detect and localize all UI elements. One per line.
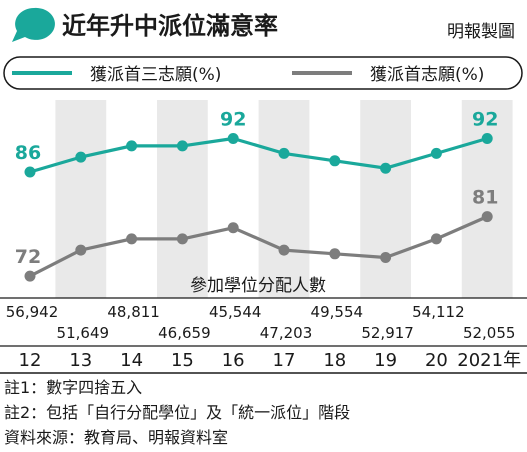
table-value: 48,811 (107, 303, 160, 321)
legend-label: 獲派首志願(%) (370, 65, 484, 85)
data-label: 81 (472, 187, 498, 209)
chart-title: 近年升中派位滿意率 (62, 12, 278, 40)
column-bands (55, 100, 513, 298)
data-label: 92 (472, 108, 498, 130)
data-point (176, 233, 188, 245)
data-point (380, 252, 392, 264)
legend-label: 獲派首三志願(%) (90, 65, 221, 85)
column-band (258, 100, 310, 298)
table-title: 參加學位分配人數 (190, 276, 326, 296)
data-point (278, 147, 290, 159)
x-tick-label: 15 (171, 350, 194, 371)
data-point (329, 248, 341, 260)
column-band (55, 100, 107, 298)
data-labels: 86 92 92 72 81 (15, 108, 499, 268)
series-line (29, 215, 488, 278)
data-point (227, 222, 239, 234)
table-value: 47,203 (260, 324, 313, 342)
table-value: 52,917 (361, 324, 414, 342)
table-value: 54,112 (412, 303, 465, 321)
table-value: 56,942 (6, 303, 59, 321)
table-value: 51,649 (57, 324, 110, 342)
data-point (278, 244, 290, 256)
legend-box (3, 56, 523, 90)
table-value: 52,055 (463, 324, 516, 342)
data-point (329, 155, 341, 167)
x-tick-label: 12 (19, 350, 42, 371)
data-point (227, 132, 239, 144)
data-point (430, 233, 442, 245)
table-value: 45,544 (209, 303, 262, 321)
speech-bubble-icon (12, 7, 55, 43)
data-label: 92 (220, 108, 246, 130)
column-band (360, 100, 411, 298)
table-values: 56,942 51,649 48,811 46,659 45,544 47,203 49,5… (6, 303, 516, 342)
x-tick-label: 18 (323, 350, 346, 371)
header: 近年升中派位滿意率 明報製圖 (12, 7, 515, 43)
data-point (126, 233, 138, 245)
x-tick-label: 16 (222, 350, 245, 371)
x-tick-label: 14 (120, 350, 143, 371)
x-tick-label: 20 (425, 350, 448, 371)
x-tick-label: 19 (374, 350, 397, 371)
data-point (430, 147, 442, 159)
data-point (24, 166, 36, 178)
data-point (481, 211, 493, 223)
series-lines (29, 136, 488, 278)
x-tick-label: 17 (273, 350, 296, 371)
note-1: 註1：數字四捨五入 (4, 378, 142, 397)
data-point (75, 151, 87, 163)
note-2: 註2：包括「自行分配學位」及「統一派位」階段 (4, 403, 350, 422)
data-point (481, 132, 493, 144)
table-value: 46,659 (158, 324, 211, 342)
x-tick-label: 13 (69, 350, 92, 371)
data-point (75, 244, 87, 256)
table-value: 49,554 (311, 303, 364, 321)
data-label: 86 (15, 142, 41, 164)
data-point (126, 140, 138, 152)
data-point (176, 140, 188, 152)
series-points (24, 132, 493, 282)
legend: 獲派首三志願(%) 獲派首志願(%) (12, 65, 484, 85)
x-tick-label: 2021年 (457, 350, 521, 371)
data-point (380, 162, 392, 174)
credit-label: 明報製圖 (447, 22, 515, 42)
data-point (24, 270, 36, 282)
source-note: 資料來源：教育局、明報資料室 (4, 428, 228, 447)
data-label: 72 (15, 246, 41, 268)
x-axis-labels: 12 13 14 15 16 17 18 19 20 2021年 (19, 350, 522, 371)
series-line (29, 136, 488, 174)
column-band (157, 100, 208, 298)
